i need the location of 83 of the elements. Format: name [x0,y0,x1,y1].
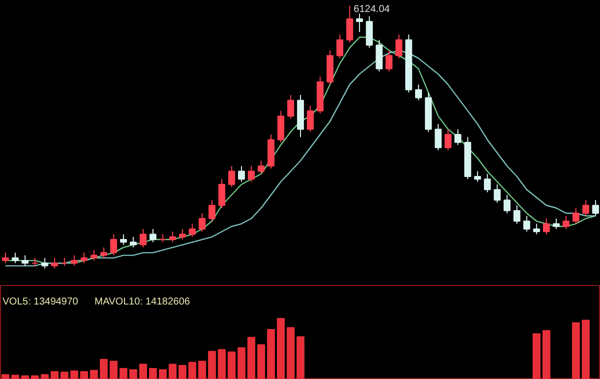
bar [120,368,128,379]
candlestick [386,50,392,72]
candlestick [376,39,383,72]
bar [532,333,541,379]
bar [129,369,138,379]
bar [21,375,30,379]
candlestick [130,236,137,248]
candlestick [238,165,245,182]
candlestick [228,165,236,188]
text: MAVOL10: 14182606 [94,296,190,308]
candlestick [484,173,491,193]
candlestick [346,5,354,44]
candlestick [523,215,530,232]
candlestick [444,128,452,151]
bar [178,364,186,379]
candlestick [277,110,284,143]
candlestick [504,194,511,214]
candlestick [169,231,176,243]
candlestick [366,16,373,48]
bar [1,374,10,379]
candlestick [218,178,226,209]
bar [296,336,304,379]
candlestick [70,254,78,266]
candlestick [12,252,19,264]
candlestick [356,13,363,33]
candlestick [287,94,294,120]
candlestick [474,170,481,182]
bar [70,370,78,379]
candlestick [51,257,58,269]
candlestick [395,34,402,59]
candlestick [198,212,206,232]
candlestick [552,218,560,230]
bar [208,350,216,379]
bar [188,362,196,379]
candlestick [41,257,48,269]
candlestick [562,215,570,230]
candlestick [140,228,147,248]
candlestick [110,234,118,256]
bar [80,371,88,379]
candlestick [306,105,314,132]
candlestick [22,254,29,266]
annotation: 6124.04 [354,4,390,15]
bar [60,372,68,379]
candlestick [248,165,255,182]
candlestick [258,160,265,174]
bar [158,369,167,379]
bar [50,371,59,379]
candlestick [513,204,520,224]
candlestick [90,250,98,262]
candlestick [2,252,9,264]
bar [198,360,206,379]
candlestick [582,200,590,216]
bar [11,374,20,379]
bar [267,328,275,379]
bar [90,370,98,379]
bar [572,322,580,379]
candlestick [592,200,600,216]
candlestick [120,234,127,246]
bar [238,347,246,379]
candlestick [80,252,88,264]
candlestick [454,128,462,146]
candlestick [150,228,156,243]
candlestick [100,246,108,258]
bar [100,358,108,379]
bar [542,330,550,379]
bar [168,364,177,379]
bar [110,360,118,379]
candlestick [415,84,422,101]
bar [149,368,157,379]
bar [40,374,49,379]
candlestick [208,200,216,222]
candlestick [434,123,442,151]
candlestick [533,223,540,235]
candlestick [336,34,344,59]
candlestick [188,223,196,238]
candlestick [494,184,501,204]
candlestick [179,228,186,240]
candlestick [572,208,580,224]
bar [30,375,39,379]
bar [139,364,148,379]
text: VOL5: 13494970 [2,296,79,308]
candlestick [542,218,550,235]
bar [582,320,590,379]
